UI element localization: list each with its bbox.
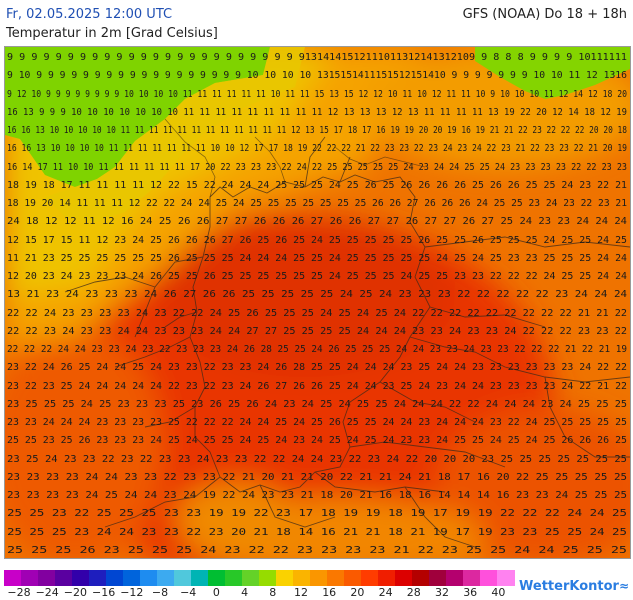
value-grid-row: 25 25 25 23 24 24 23 23 22 23 20 21 18 1…	[7, 527, 627, 538]
color-scale-swatch	[123, 570, 141, 586]
color-scale-swatch	[89, 570, 107, 586]
color-scale-label: −28	[7, 586, 30, 599]
value-grid-row: 12 15 17 15 11 12 23 24 25 26 26 26 27 2…	[7, 235, 627, 246]
color-scale-label: 12	[294, 586, 308, 599]
color-scale-swatch	[174, 570, 192, 586]
value-grid-row: 23 23 23 23 24 25 24 24 23 24 19 22 24 2…	[7, 490, 627, 501]
color-scale-swatch	[361, 570, 379, 586]
color-scale-label: −20	[64, 586, 87, 599]
color-scale-swatch	[446, 570, 464, 586]
color-scale-label: 40	[491, 586, 505, 599]
parameter-label: Temperatur in 2m [Grad Celsius]	[6, 26, 218, 41]
value-grid-row: 25 25 23 25 26 23 23 23 24 25 24 25 25 2…	[7, 435, 627, 446]
color-scale-swatch	[480, 570, 498, 586]
color-scale-swatch	[276, 570, 294, 586]
color-scale-swatch	[412, 570, 430, 586]
color-scale-label: −4	[180, 586, 196, 599]
color-scale-swatch	[191, 570, 209, 586]
color-scale-label: 4	[241, 586, 248, 599]
value-grid-row: 16 16 13 10 10 10 10 10 11 11 11 11 11 1…	[7, 125, 627, 136]
color-scale-label: 36	[463, 586, 477, 599]
value-grid-row: 24 18 12 12 11 12 16 24 25 26 26 27 27 2…	[7, 216, 627, 227]
value-grid-row: 23 23 24 24 24 23 23 23 23 25 22 22 22 2…	[7, 417, 627, 428]
value-grid-row: 12 20 23 24 23 23 23 24 26 25 25 26 25 2…	[7, 271, 627, 282]
color-scale-swatch	[225, 570, 243, 586]
color-scale-swatch	[38, 570, 56, 586]
color-scale-swatch	[106, 570, 124, 586]
forecast-time-label: Fr, 02.05.2025 12:00 UTC	[6, 7, 172, 22]
color-scale-label: 16	[322, 586, 336, 599]
color-scale-swatch	[157, 570, 175, 586]
value-grid-row: 16 16 13 10 10 10 10 11 11 11 11 11 11 1…	[7, 143, 627, 154]
color-scale-swatch	[208, 570, 226, 586]
value-grid-row: 16 13 9 9 9 10 10 10 10 10 10 10 11 11 1…	[7, 107, 627, 118]
color-scale-swatch	[497, 570, 515, 586]
color-scale-label: −8	[152, 586, 168, 599]
color-scale-label: 24	[379, 586, 393, 599]
value-grid-row: 23 25 25 25 24 25 23 23 23 25 23 26 25 2…	[7, 399, 627, 410]
color-scale-label: −24	[36, 586, 59, 599]
color-scale-label: 32	[435, 586, 449, 599]
color-scale-swatch	[55, 570, 73, 586]
value-grid-row: 9 12 10 9 9 9 9 9 9 9 9 10 10 10 10 11 1…	[7, 89, 627, 100]
color-scale-swatch	[395, 570, 413, 586]
value-grid-row: 22 22 22 24 24 23 23 24 23 22 23 23 23 2…	[7, 344, 627, 355]
color-scale-swatch	[72, 570, 90, 586]
value-grid-row: 23 23 23 23 24 24 23 23 22 23 23 22 21 2…	[7, 472, 627, 483]
value-grid-row: 9 10 9 9 9 9 9 9 9 9 9 9 9 9 9 9 9 9 9 9…	[7, 70, 627, 81]
wind-swoosh-icon: ≈	[619, 579, 629, 593]
value-grid-row: 25 25 25 26 23 25 25 25 24 23 22 22 23 2…	[7, 545, 627, 556]
color-scale-swatch	[344, 570, 362, 586]
value-grid-row: 23 22 23 25 24 24 24 24 24 22 23 22 23 2…	[7, 381, 627, 392]
value-grid-row: 25 25 23 22 25 25 25 23 23 19 19 22 23 1…	[7, 508, 627, 519]
model-run-label: GFS (NOAA) Do 18 + 18h	[463, 7, 627, 22]
temperature-map[interactable]: 9 9 9 9 9 9 9 9 9 9 9 9 9 9 9 9 9 9 9 9 …	[4, 46, 631, 559]
value-grid-row: 11 21 23 25 25 25 25 25 25 26 25 25 25 2…	[7, 253, 627, 264]
value-grid-row: 18 19 20 14 11 11 11 12 22 22 24 24 25 2…	[7, 198, 627, 209]
color-scale-label: 8	[269, 586, 276, 599]
value-grid-row: 9 9 9 9 9 9 9 9 9 9 9 9 9 9 9 9 9 9 9 9 …	[7, 52, 627, 63]
value-grid-row: 18 19 18 17 11 11 11 11 12 22 15 22 24 2…	[7, 180, 627, 191]
value-grid-row: 13 21 23 24 23 23 23 24 26 27 26 26 25 2…	[7, 289, 627, 300]
color-scale-bar	[4, 570, 514, 586]
color-scale-label: 0	[213, 586, 220, 599]
value-grid-row: 22 22 24 23 23 23 23 24 23 22 22 24 25 2…	[7, 308, 627, 319]
brand-name: WetterKontor	[519, 579, 619, 594]
color-scale-swatch	[463, 570, 481, 586]
value-grid-row: 23 22 24 26 25 24 24 25 24 23 23 22 23 2…	[7, 362, 627, 373]
color-scale-label: 28	[407, 586, 421, 599]
color-scale-swatch	[4, 570, 22, 586]
value-grid-row: 22 22 23 24 23 23 24 24 23 23 23 24 24 2…	[7, 326, 627, 337]
value-grid-row: 23 25 24 23 23 22 23 22 23 23 24 23 23 2…	[7, 454, 627, 465]
value-grid-row: 16 14 17 11 10 10 11 11 11 11 11 11 17 2…	[7, 162, 627, 173]
color-scale-swatch	[140, 570, 158, 586]
color-scale-label: −12	[120, 586, 143, 599]
color-scale-swatch	[429, 570, 447, 586]
color-scale-label: −16	[92, 586, 115, 599]
color-scale-swatch	[378, 570, 396, 586]
color-scale-swatch	[310, 570, 328, 586]
brand-logo[interactable]: WetterKontor≈	[519, 579, 629, 594]
color-scale-swatch	[327, 570, 345, 586]
color-scale-swatch	[259, 570, 277, 586]
color-scale-swatch	[293, 570, 311, 586]
color-scale-swatch	[21, 570, 39, 586]
color-scale-label: 20	[350, 586, 364, 599]
color-scale-swatch	[242, 570, 260, 586]
